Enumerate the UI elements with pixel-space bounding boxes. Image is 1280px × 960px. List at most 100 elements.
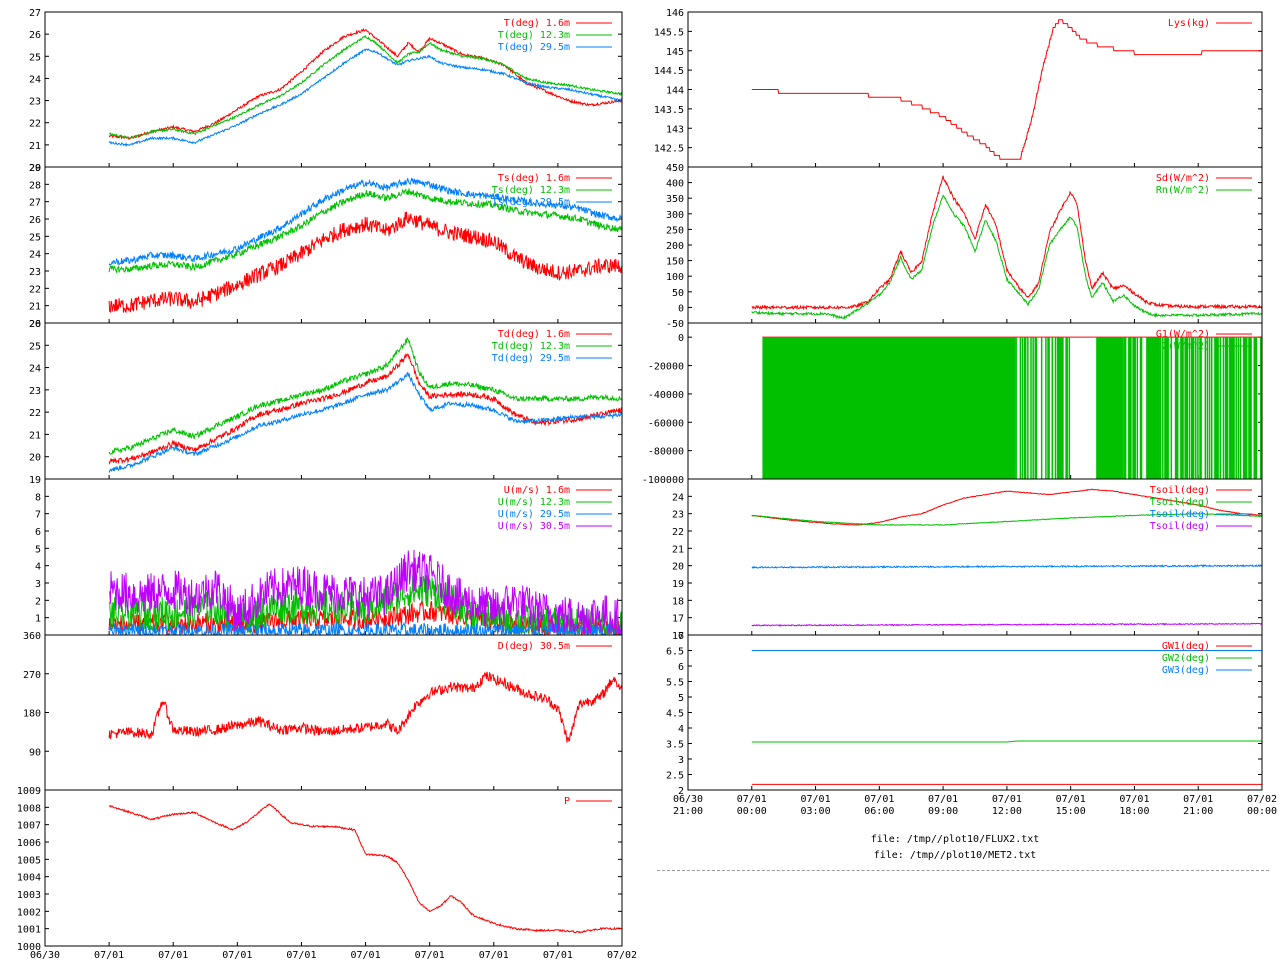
y-tick-label: 450 bbox=[666, 163, 684, 174]
bar-spike bbox=[1034, 337, 1037, 479]
x-tick-time: 15:00 bbox=[1056, 806, 1086, 817]
bar-spike bbox=[1130, 337, 1132, 479]
y-tick-label: 27 bbox=[29, 8, 41, 19]
bar-spike bbox=[1054, 337, 1057, 479]
panel-pressure: 1000 1001 1002 1003 1004 1005 1006 1007 1008 1009… bbox=[17, 786, 623, 953]
bar-spike bbox=[1139, 337, 1142, 479]
plot-area bbox=[108, 27, 622, 147]
series-line bbox=[108, 337, 622, 455]
panel-frame bbox=[44, 634, 623, 791]
y-tick-label: 16 bbox=[672, 631, 684, 642]
y-tick-label: 25 bbox=[29, 232, 41, 243]
legend-label: P bbox=[564, 796, 570, 807]
x-tick-date: 07/01 bbox=[222, 950, 252, 960]
legend-label: Ts(deg) 29.5m bbox=[492, 197, 570, 208]
bar-spike bbox=[1248, 337, 1250, 479]
y-tick-label: 180 bbox=[23, 709, 41, 720]
legend-label: U(m/s) 1.6m bbox=[504, 485, 570, 496]
y-tick-label: 145.5 bbox=[654, 27, 684, 38]
bar-spike bbox=[1184, 337, 1186, 479]
bar-spike bbox=[1224, 337, 1227, 479]
legend-label: U(m/s) 12.3m bbox=[498, 497, 570, 508]
x-tick-date: 07/01 bbox=[543, 950, 573, 960]
x-tick-date: 07/01 bbox=[351, 950, 381, 960]
legend-label: Sd(W/m^2) bbox=[1156, 173, 1210, 184]
y-tick-label: 200 bbox=[666, 241, 684, 252]
y-tick-label: 3.5 bbox=[666, 740, 684, 751]
bar-spike bbox=[1058, 337, 1061, 479]
separator-line bbox=[657, 870, 1269, 871]
series-line bbox=[108, 371, 622, 474]
y-tick-label: 23 bbox=[29, 97, 41, 108]
bar-spike bbox=[1180, 337, 1182, 479]
bar-spike bbox=[1191, 337, 1194, 479]
bar-spike bbox=[1181, 337, 1183, 479]
x-tick-date: 07/01 bbox=[415, 950, 445, 960]
x-tick-time: 12:00 bbox=[992, 806, 1022, 817]
bar-block bbox=[1147, 337, 1160, 479]
bar-spike bbox=[1146, 337, 1148, 479]
bar-spike bbox=[1233, 337, 1235, 479]
bar-spike bbox=[1062, 337, 1064, 479]
bar-spike bbox=[1015, 337, 1017, 479]
bar-block bbox=[1096, 337, 1124, 479]
y-tick-label: 7 bbox=[35, 510, 41, 521]
bar-spike bbox=[1230, 337, 1232, 479]
y-tick-label: 142.5 bbox=[654, 144, 684, 155]
series-line bbox=[108, 27, 622, 140]
legend-label: D(deg) 30.5m bbox=[498, 641, 570, 652]
legend-label: GW1(deg) bbox=[1162, 641, 1210, 652]
y-tick-label: 400 bbox=[666, 179, 684, 190]
x-tick-date: 07/02 bbox=[1247, 794, 1277, 805]
legend-label: Tsoil(deg) bbox=[1150, 497, 1210, 508]
y-tick-label: 1003 bbox=[17, 890, 41, 901]
plot-area bbox=[762, 336, 1262, 479]
bar-spike bbox=[1215, 337, 1217, 479]
y-tick-label: 2 bbox=[678, 786, 684, 797]
y-tick-label: -40000 bbox=[648, 390, 684, 401]
y-tick-label: 19 bbox=[672, 579, 684, 590]
x-tick-date: 07/01 bbox=[479, 950, 509, 960]
y-tick-label: 7 bbox=[678, 631, 684, 642]
y-tick-label: 90 bbox=[29, 747, 41, 758]
y-tick-label: 2 bbox=[35, 596, 41, 607]
x-tick-date: 07/01 bbox=[158, 950, 188, 960]
bar-spike bbox=[1195, 337, 1197, 479]
y-tick-label: 20 bbox=[29, 453, 41, 464]
legend-label: Td(deg) 1.6m bbox=[498, 329, 570, 340]
y-tick-label: 50 bbox=[672, 288, 684, 299]
bar-spike bbox=[1199, 337, 1201, 479]
y-tick-label: 23 bbox=[29, 386, 41, 397]
y-tick-label: 25 bbox=[29, 52, 41, 63]
bar-spike bbox=[1065, 337, 1067, 479]
y-tick-label: 1005 bbox=[17, 855, 41, 866]
y-tick-label: 270 bbox=[23, 670, 41, 681]
bar-spike bbox=[1165, 337, 1167, 479]
y-tick-label: 144.5 bbox=[654, 66, 684, 77]
bar-spike bbox=[1242, 337, 1245, 479]
x-tick-date: 07/01 bbox=[801, 794, 831, 805]
x-tick-time: 18:00 bbox=[1119, 806, 1149, 817]
plot-area bbox=[108, 337, 622, 474]
y-tick-label: 143.5 bbox=[654, 105, 684, 116]
plot-area bbox=[751, 175, 1262, 320]
y-tick-label: 17 bbox=[672, 614, 684, 625]
y-tick-label: 2.5 bbox=[666, 771, 684, 782]
panel-wind-speed: 1 2 3 4 5 6 7 8 U(m/s) 1.6mU(m/s) 12.3mU(m/s) 29… bbox=[35, 478, 623, 636]
bar-spike bbox=[1250, 337, 1252, 479]
y-tick-label: 4 bbox=[678, 724, 684, 735]
y-tick-label: 1001 bbox=[17, 925, 41, 936]
y-tick-label: 0 bbox=[678, 303, 684, 314]
y-tick-label: 24 bbox=[29, 74, 41, 85]
bar-spike bbox=[1237, 337, 1240, 479]
series-line bbox=[108, 187, 622, 273]
series-line bbox=[751, 622, 1262, 627]
bar-spike bbox=[1024, 337, 1027, 479]
y-tick-label: 24 bbox=[29, 364, 41, 375]
bar-spike bbox=[1136, 337, 1139, 479]
y-tick-label: 4 bbox=[35, 562, 41, 573]
bar-spike bbox=[1124, 337, 1127, 479]
x-tick-time: 03:00 bbox=[801, 806, 831, 817]
y-tick-label: 146 bbox=[666, 8, 684, 19]
